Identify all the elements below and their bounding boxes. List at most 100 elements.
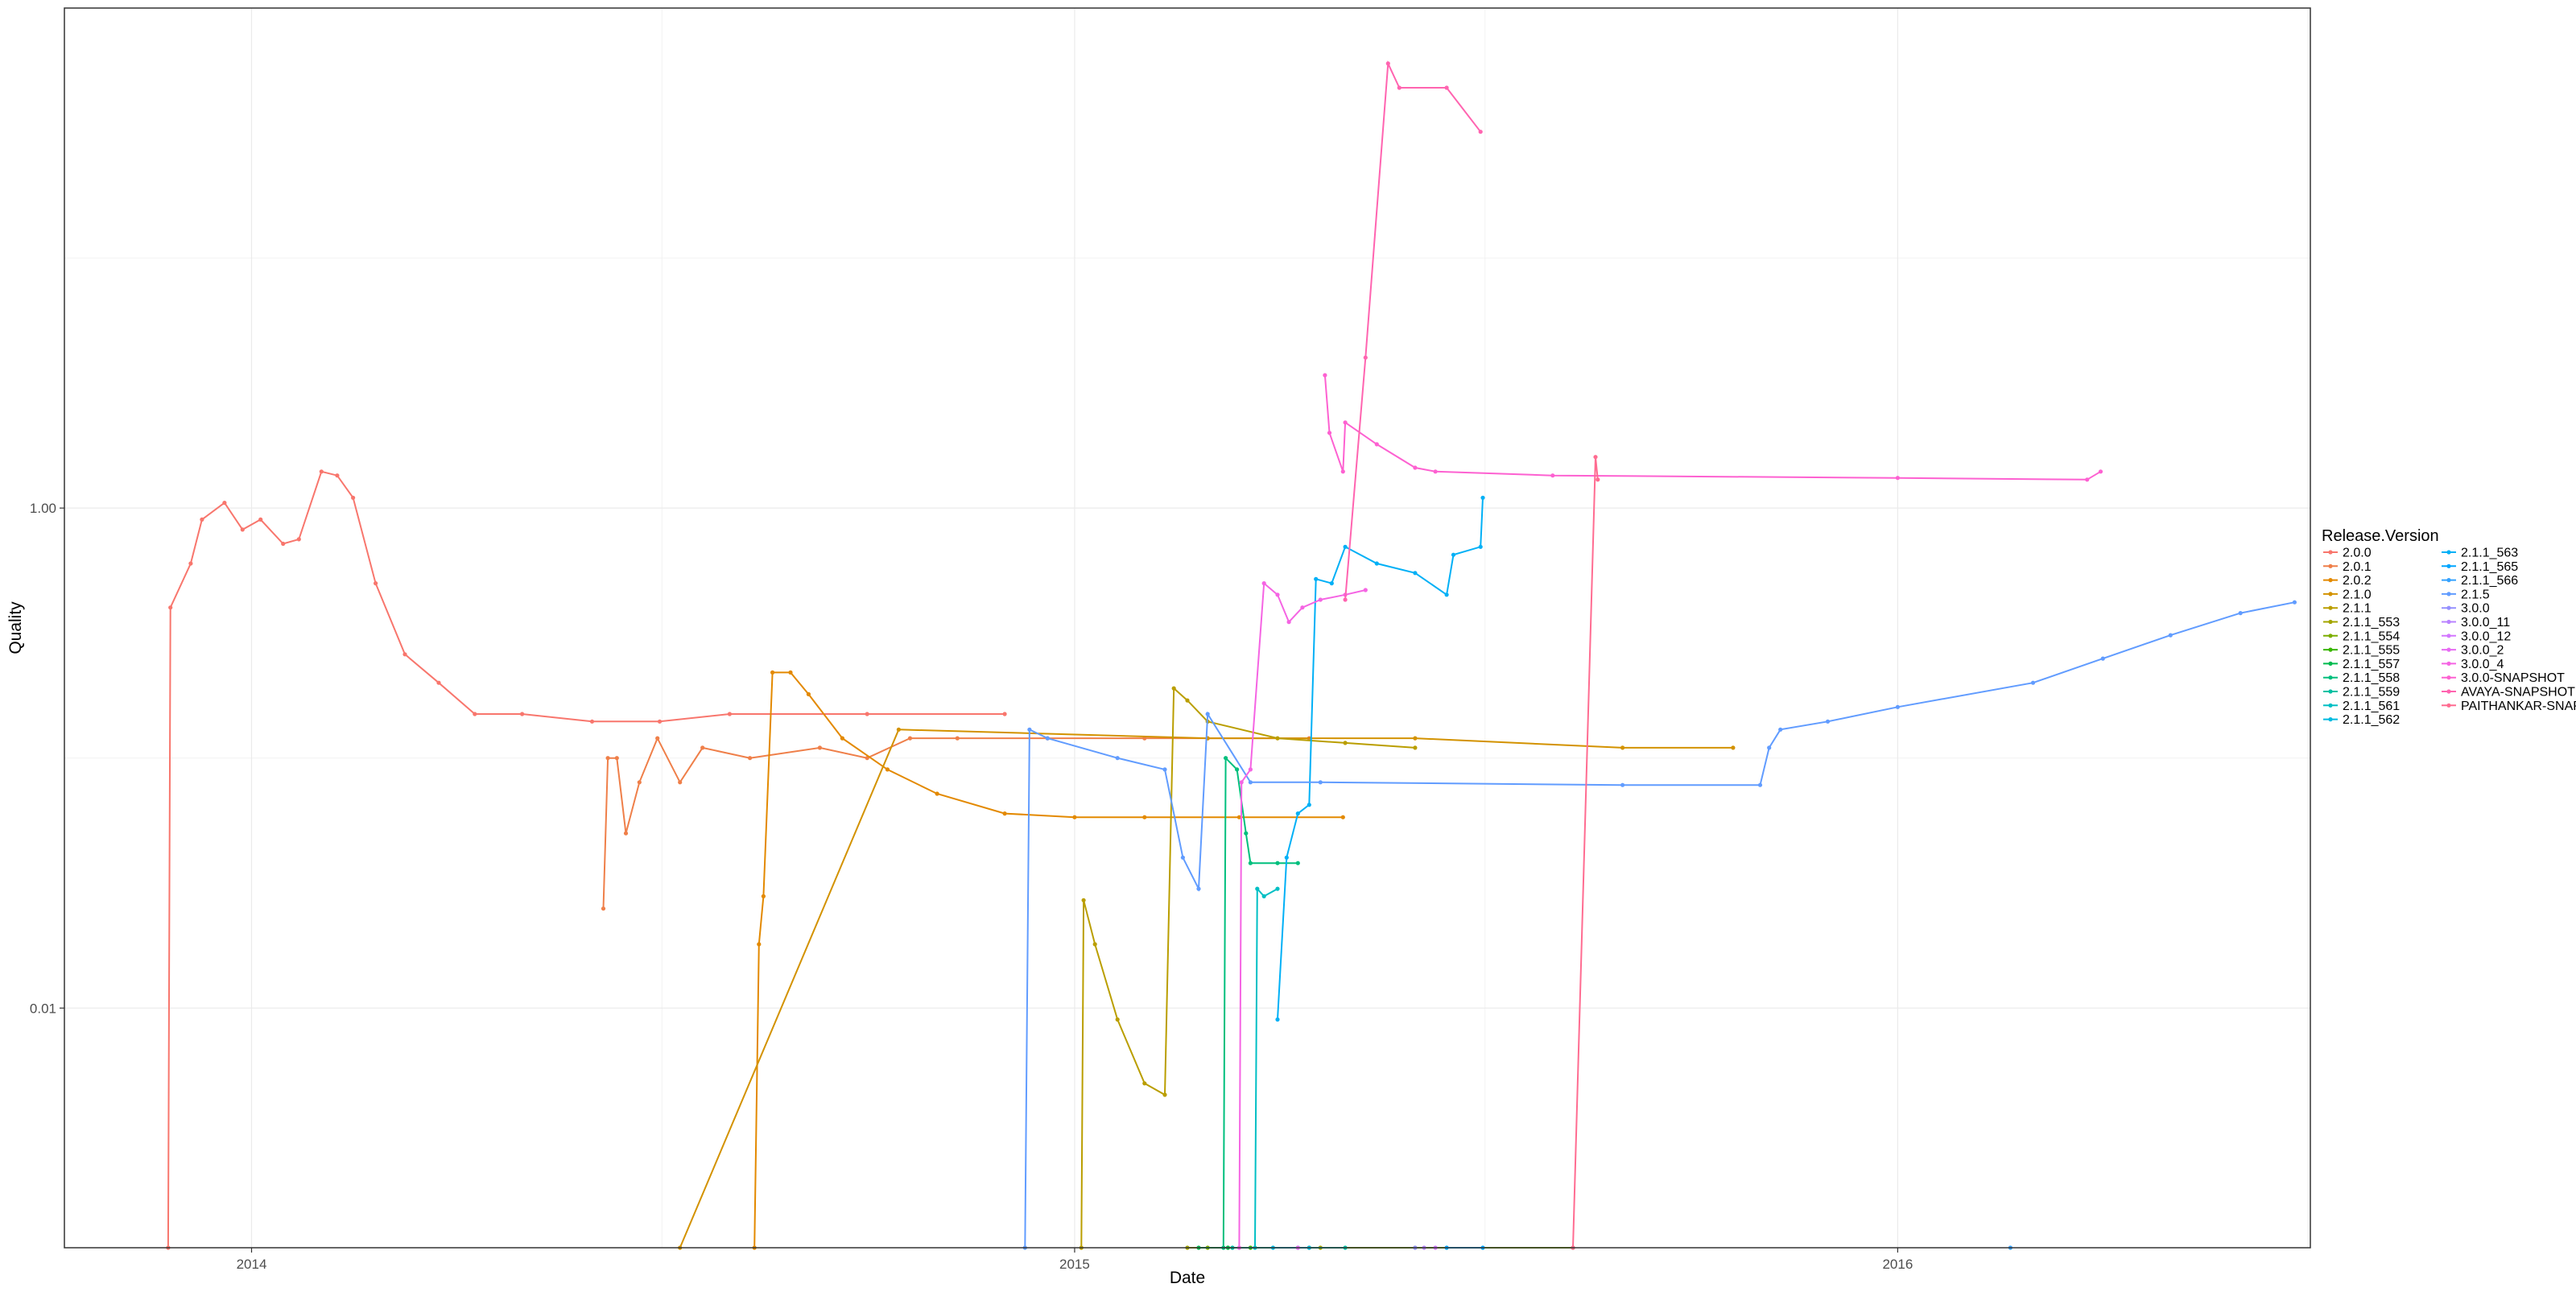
legend-label: 2.1.5 <box>2461 588 2490 601</box>
legend-swatch-point <box>2328 647 2333 652</box>
data-point <box>1275 861 1280 865</box>
y-axis-title: Quality <box>6 601 25 654</box>
data-point <box>1451 552 1456 557</box>
data-point <box>2100 656 2105 661</box>
data-point <box>335 473 340 478</box>
legend-label: 2.1.1_557 <box>2343 658 2400 671</box>
legend-label: 2.1.0 <box>2343 588 2372 601</box>
series-line <box>1238 581 1366 1249</box>
data-point <box>1478 130 1483 134</box>
legend-swatch-point <box>2446 703 2451 708</box>
data-point <box>935 791 939 796</box>
data-point <box>761 894 766 898</box>
data-point <box>1248 780 1253 785</box>
data-point <box>1620 745 1625 750</box>
data-point <box>605 756 610 761</box>
legend-swatch-point <box>2328 634 2333 638</box>
legend-item: 2.0.2 <box>2323 574 2372 588</box>
legend-swatch-point <box>2446 592 2451 596</box>
data-point <box>2098 469 2103 474</box>
plot-frame <box>64 7 2311 1249</box>
data-point <box>601 906 606 911</box>
grid-layer <box>64 8 2310 1248</box>
data-point <box>319 469 324 474</box>
legend-item: 3.0.0_11 <box>2442 616 2510 629</box>
legend-swatch-point <box>2328 661 2333 667</box>
legend-swatch-point <box>2446 647 2451 652</box>
data-point <box>222 501 227 506</box>
legend-item: 2.1.1_563 <box>2442 547 2518 560</box>
legend-label: 2.1.1_555 <box>2343 644 2400 658</box>
legend-item: 2.0.0 <box>2323 547 2372 560</box>
data-point <box>1318 780 1323 785</box>
series-line <box>1080 686 1415 1249</box>
data-point <box>1307 803 1311 807</box>
legend-label: 3.0.0_2 <box>2461 644 2504 658</box>
data-point <box>436 680 441 685</box>
legend-swatch-point <box>2446 675 2451 680</box>
legend-swatch-point <box>2328 689 2333 694</box>
data-point <box>1275 736 1280 741</box>
data-point <box>1284 855 1289 860</box>
legend-label: 2.1.1_566 <box>2461 574 2518 588</box>
x-tick-label: 2015 <box>1059 1257 1090 1272</box>
data-point <box>1115 756 1120 761</box>
legend-label: 2.1.1_563 <box>2461 547 2518 560</box>
y-tick-label: 0.01 <box>30 1001 56 1016</box>
data-point <box>1162 767 1167 772</box>
legend-swatch-point <box>2328 605 2333 610</box>
legend-item: 2.1.1_565 <box>2442 560 2518 574</box>
data-point <box>240 527 245 532</box>
data-point <box>1196 886 1201 891</box>
data-point <box>1314 576 1319 581</box>
data-point <box>1895 476 1900 481</box>
legend-item: 2.1.1_558 <box>2323 671 2400 685</box>
series-line <box>167 470 1005 1249</box>
data-point <box>1767 745 1772 750</box>
data-point <box>188 561 193 566</box>
data-point <box>865 712 869 716</box>
legend-label: 2.0.1 <box>2343 560 2372 574</box>
series-2.1.1_558 <box>1221 756 1300 1250</box>
legend-swatch-point <box>2446 661 2451 667</box>
data-point <box>1895 704 1900 709</box>
data-point <box>2085 477 2090 482</box>
data-point <box>770 670 775 675</box>
legend-item: 2.1.1 <box>2323 602 2372 616</box>
data-point <box>1185 698 1190 703</box>
legend-swatch-point <box>2328 578 2333 583</box>
data-point <box>168 605 173 610</box>
data-point <box>1275 592 1280 597</box>
data-point <box>1478 544 1483 549</box>
legend-swatch-point <box>2446 634 2451 638</box>
data-point <box>1300 605 1305 610</box>
legend-item: 2.1.1_557 <box>2323 658 2400 671</box>
legend-label: 2.1.1_561 <box>2343 700 2400 713</box>
data-point <box>1142 815 1147 819</box>
data-point <box>1374 561 1379 566</box>
data-point <box>840 736 844 741</box>
data-point <box>1433 469 1438 474</box>
data-point <box>1343 544 1348 549</box>
data-point <box>885 767 890 772</box>
data-point <box>1323 373 1327 378</box>
data-point <box>637 780 642 785</box>
data-point <box>1593 455 1598 460</box>
legend-swatch-point <box>2328 619 2333 625</box>
data-point <box>748 756 753 761</box>
data-point <box>655 736 660 741</box>
y-tick-label: 1.00 <box>30 501 56 516</box>
data-point <box>657 719 663 724</box>
data-point <box>1343 597 1348 602</box>
data-point <box>1248 767 1253 772</box>
data-point <box>2030 680 2036 685</box>
legend-swatch-point <box>2328 703 2333 708</box>
series-3.0.0-SNAPSHOT <box>1323 373 2103 482</box>
series-line <box>1254 886 1278 1249</box>
data-point <box>1413 736 1418 741</box>
legend-label: 3.0.0_11 <box>2461 616 2510 629</box>
legend-item: 2.1.1_554 <box>2323 629 2400 643</box>
data-point <box>1171 686 1176 691</box>
